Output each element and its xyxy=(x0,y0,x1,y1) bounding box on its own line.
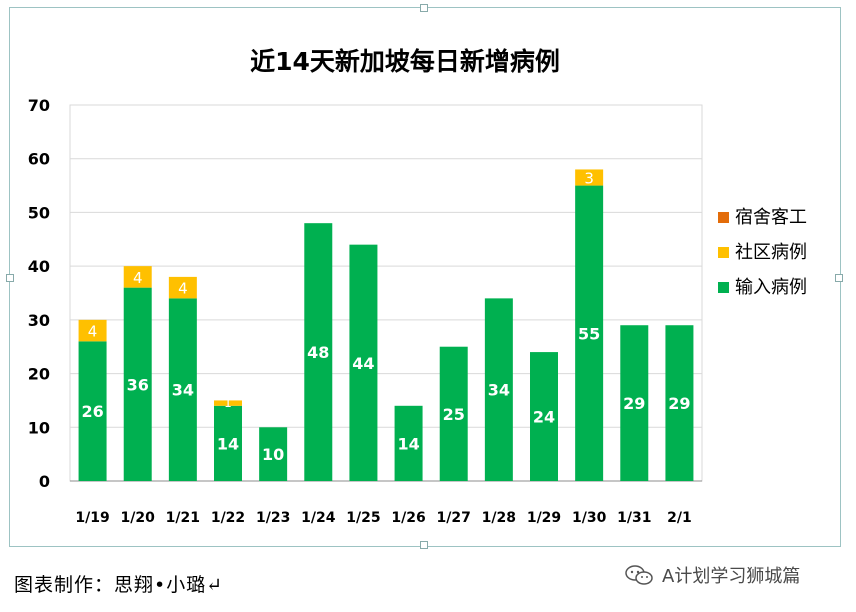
y-tick-label: 60 xyxy=(28,150,50,169)
x-tick-label: 1/26 xyxy=(391,510,425,526)
bar-imported xyxy=(620,325,649,481)
data-label: 26 xyxy=(81,402,103,421)
watermark: A计划学习狮城篇 xyxy=(624,562,800,588)
legend-label: 社区病例 xyxy=(735,242,807,263)
x-tick-label: 1/21 xyxy=(166,510,200,526)
bar-imported xyxy=(349,244,378,481)
x-tick-label: 1/23 xyxy=(256,510,290,526)
x-tick-label: 1/19 xyxy=(75,510,109,526)
bar-imported xyxy=(123,287,152,481)
data-label: 14 xyxy=(397,434,419,453)
bar-imported xyxy=(394,405,423,481)
x-tick-label: 2/1 xyxy=(667,510,692,526)
data-label: 36 xyxy=(127,375,149,394)
x-tick-label: 1/22 xyxy=(211,510,245,526)
bar-community xyxy=(78,319,107,342)
bar-imported xyxy=(665,325,694,481)
resize-handle-top[interactable] xyxy=(420,4,428,12)
bar-community xyxy=(123,266,152,288)
bar-imported xyxy=(78,341,107,481)
bars: 26 4 36 4 34 4 14 1 10 48 44 14 25 34 24 55 3 29 29 xyxy=(78,169,694,482)
data-label: 25 xyxy=(443,405,465,424)
data-label: 4 xyxy=(133,269,143,287)
data-label: 24 xyxy=(533,408,555,427)
data-label: 48 xyxy=(307,343,329,362)
x-tick-label: 1/27 xyxy=(437,510,471,526)
resize-handle-bottom[interactable] xyxy=(420,541,428,549)
y-tick-label: 70 xyxy=(28,96,50,115)
x-tick-label: 1/24 xyxy=(301,510,336,526)
x-tick-label: 1/29 xyxy=(527,510,561,526)
legend-swatch xyxy=(718,247,729,258)
y-tick-label: 10 xyxy=(28,418,50,437)
x-tick-label: 1/25 xyxy=(346,510,380,526)
plot-area xyxy=(69,104,703,482)
y-axis-ticks: 0 10 20 30 40 50 60 70 xyxy=(28,96,50,491)
bar-community xyxy=(168,276,197,299)
x-axis-ticks: 1/19 1/20 1/21 1/22 1/23 1/24 1/25 1/26 1/27 1/28… xyxy=(75,510,691,526)
resize-handle-right[interactable] xyxy=(835,274,843,282)
data-label: 29 xyxy=(668,394,690,413)
x-tick-label: 1/20 xyxy=(121,510,156,526)
bar-imported xyxy=(304,223,333,481)
data-label: 55 xyxy=(578,324,600,343)
y-tick-label: 0 xyxy=(39,472,50,491)
y-tick-label: 40 xyxy=(28,257,50,276)
data-label: 4 xyxy=(88,323,98,341)
data-label: 34 xyxy=(172,381,194,400)
bar-imported xyxy=(530,352,558,481)
bar-community xyxy=(214,400,242,406)
data-label: 4 xyxy=(178,280,188,298)
bar-imported xyxy=(259,427,288,481)
y-tick-label: 20 xyxy=(28,365,50,384)
legend-label: 输入病例 xyxy=(735,277,807,298)
wechat-icon xyxy=(625,565,653,585)
bar-community xyxy=(575,169,604,186)
bar-imported xyxy=(168,298,197,481)
x-tick-label: 1/30 xyxy=(572,510,607,526)
data-label: 1 xyxy=(224,396,232,410)
data-label: 44 xyxy=(352,354,374,373)
bar-imported xyxy=(214,405,242,481)
x-tick-label: 1/28 xyxy=(482,510,516,526)
bar-imported xyxy=(575,185,604,482)
legend-label: 宿舍客工 xyxy=(735,207,807,228)
data-label: 3 xyxy=(584,170,594,188)
y-tick-label: 30 xyxy=(28,311,50,330)
legend-swatch xyxy=(718,282,729,293)
data-label: 14 xyxy=(217,434,239,453)
gridlines xyxy=(69,104,703,482)
credit-text: 图表制作：思翔•小璐↵ xyxy=(14,574,224,596)
resize-handle-left[interactable] xyxy=(6,274,14,282)
x-tick-label: 1/31 xyxy=(617,510,651,526)
y-tick-label: 50 xyxy=(28,203,50,222)
legend-swatch xyxy=(718,212,729,223)
chart-title: 近14天新加坡每日新增病例 xyxy=(250,47,560,76)
watermark-text: A计划学习狮城篇 xyxy=(662,566,801,587)
data-label: 10 xyxy=(262,445,284,464)
bar-imported xyxy=(484,298,513,481)
bar-imported xyxy=(439,346,468,481)
data-label: 29 xyxy=(623,394,645,413)
data-label: 34 xyxy=(488,381,510,400)
